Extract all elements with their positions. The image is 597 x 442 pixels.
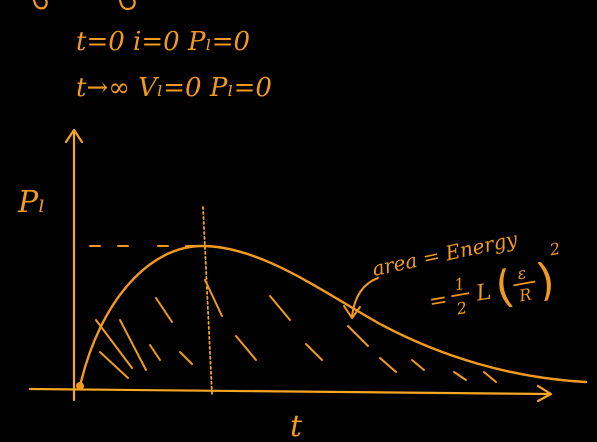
peak-time-dotted-line bbox=[202, 206, 213, 395]
note-line-initial: t=0 i=0 Pₗ=0 bbox=[76, 27, 250, 57]
formula-exponent: 2 bbox=[547, 239, 561, 260]
area-hatching bbox=[95, 279, 497, 383]
formula-emf-bar bbox=[513, 280, 536, 287]
formula-emf: ε bbox=[516, 263, 528, 283]
x-axis-arrowhead bbox=[536, 384, 553, 403]
formula-half-numerator: 1 bbox=[453, 274, 466, 294]
formula-half-bar bbox=[451, 292, 470, 298]
formula-resistance: R bbox=[517, 285, 533, 306]
x-axis bbox=[28, 387, 552, 396]
formula-close-paren: ) bbox=[533, 254, 559, 307]
annotation-arrowhead bbox=[343, 305, 361, 319]
note-line-final: t→∞ Vₗ=0 Pₗ=0 bbox=[76, 73, 272, 103]
formula-open-paren: ( bbox=[491, 261, 517, 314]
formula-half-denominator: 2 bbox=[454, 298, 468, 319]
formula-equals: = bbox=[427, 287, 449, 315]
annotation-arrow bbox=[351, 277, 379, 317]
cutoff-stroke-right bbox=[118, 0, 136, 11]
formula-inductance: L bbox=[473, 280, 493, 307]
x-axis-label: t bbox=[290, 409, 303, 442]
energy-formula: = 1 2 L ( ε R ) 2 bbox=[427, 239, 562, 319]
origin-point bbox=[76, 382, 84, 390]
y-axis-label: Pₗ bbox=[17, 185, 45, 220]
y-axis-arrowhead bbox=[64, 128, 84, 144]
power-curve bbox=[78, 244, 588, 388]
cutoff-stroke-left bbox=[32, 0, 48, 10]
